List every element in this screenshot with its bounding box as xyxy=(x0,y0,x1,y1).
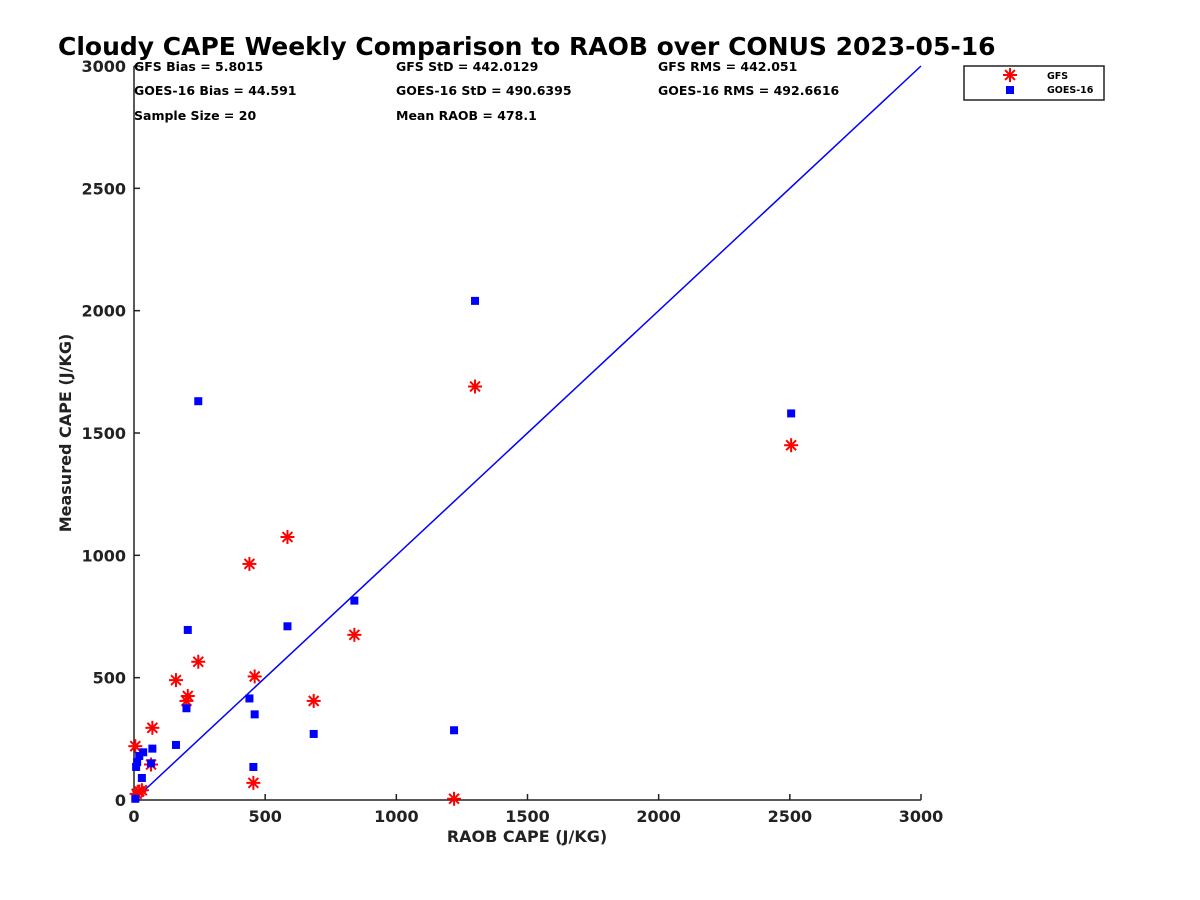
goes-16-point xyxy=(450,726,459,735)
goes-16-point xyxy=(183,625,192,634)
y-ticks: 0 500 1000 1500 2000 2500 3000 xyxy=(81,57,140,810)
x-tick-label: 3000 xyxy=(899,807,944,826)
series-gfs xyxy=(128,379,799,806)
goes-16-point xyxy=(148,744,157,753)
legend-gfs-asterisk xyxy=(1003,68,1017,82)
goes-16-point xyxy=(245,694,254,703)
goes-16-point xyxy=(131,794,140,803)
goes-16-point xyxy=(283,622,292,631)
gfs-point xyxy=(246,775,261,790)
goes-16-point xyxy=(132,762,141,771)
legend-gfs-marker xyxy=(1003,68,1017,82)
gfs-point xyxy=(134,783,149,798)
stat-gfs-rms: GFS RMS = 442.051 xyxy=(658,59,797,74)
x-axis-label: RAOB CAPE (J/KG) xyxy=(447,827,607,846)
goes-16-point xyxy=(133,758,142,767)
x-tick-label: 500 xyxy=(248,807,281,826)
gfs-point xyxy=(180,689,195,704)
stat-sample-size: Sample Size = 20 xyxy=(134,108,256,123)
y-tick-label: 2500 xyxy=(81,179,126,198)
x-tick-label: 1500 xyxy=(505,807,550,826)
y-tick-label: 500 xyxy=(93,669,126,688)
goes-16-point xyxy=(249,762,258,771)
goes-16-point xyxy=(194,397,203,406)
legend-goes-16-marker xyxy=(1006,86,1014,94)
statistics-panel: GFS Bias = 5.8015 GFS StD = 442.0129 GFS… xyxy=(134,59,840,123)
goes-16-point xyxy=(182,704,191,713)
stat-goes-bias: GOES-16 Bias = 44.591 xyxy=(134,83,296,98)
stat-goes-rms: GOES-16 RMS = 492.6616 xyxy=(658,83,840,98)
one-to-one-line xyxy=(133,65,922,801)
gfs-point xyxy=(347,627,362,642)
gfs-point xyxy=(247,669,262,684)
y-tick-label: 3000 xyxy=(81,57,126,76)
legend-box xyxy=(963,65,1105,101)
x-tick-label: 1000 xyxy=(374,807,419,826)
gfs-point xyxy=(784,438,799,453)
stat-mean-raob: Mean RAOB = 478.1 xyxy=(396,108,537,123)
y-axis-label: Measured CAPE (J/KG) xyxy=(56,334,75,533)
gfs-point xyxy=(191,654,206,669)
goes-16-point xyxy=(171,740,180,749)
x-tick-label: 2500 xyxy=(768,807,813,826)
y-tick-label: 2000 xyxy=(81,302,126,321)
gfs-point xyxy=(306,693,321,708)
chart-title: Cloudy CAPE Weekly Comparison to RAOB ov… xyxy=(58,32,996,61)
goes-16-point xyxy=(137,773,146,782)
gfs-point xyxy=(468,379,483,394)
gfs-point xyxy=(447,791,462,806)
gfs-point xyxy=(280,529,295,544)
x-ticks: 0 500 1000 1500 2000 2500 3000 xyxy=(128,794,943,826)
goes-16-point xyxy=(139,748,148,757)
stat-gfs-bias: GFS Bias = 5.8015 xyxy=(134,59,263,74)
x-tick-label: 0 xyxy=(128,807,139,826)
goes-16-point xyxy=(250,710,259,719)
gfs-point xyxy=(145,720,160,735)
goes-16-point xyxy=(350,596,359,605)
gfs-point xyxy=(128,739,143,754)
goes-16-point xyxy=(147,759,156,768)
gfs-point xyxy=(168,673,183,688)
y-tick-label: 1000 xyxy=(81,546,126,565)
x-tick-label: 2000 xyxy=(636,807,681,826)
stat-goes-std: GOES-16 StD = 490.6395 xyxy=(396,83,572,98)
legend-label-goes-16: GOES-16 xyxy=(1047,85,1094,96)
y-tick-label: 0 xyxy=(115,791,126,810)
legend: GFS GOES-16 xyxy=(963,65,1105,101)
goes-16-point xyxy=(787,409,796,418)
goes-16-point xyxy=(309,729,318,738)
legend-label-gfs: GFS xyxy=(1047,71,1068,82)
gfs-point xyxy=(242,556,257,571)
stat-gfs-std: GFS StD = 442.0129 xyxy=(396,59,538,74)
goes-16-point xyxy=(471,296,480,305)
y-tick-label: 1500 xyxy=(81,424,126,443)
series-goes-16 xyxy=(131,296,796,803)
